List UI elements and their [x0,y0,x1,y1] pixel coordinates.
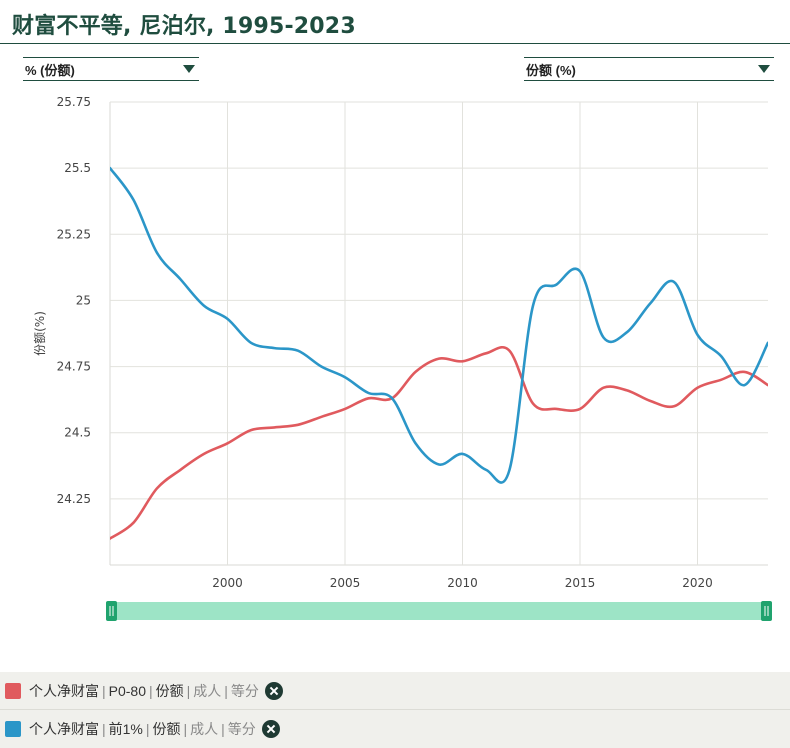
legend-separator: | [221,721,225,737]
y-tick-label: 25.75 [57,95,91,109]
chevron-down-icon [758,65,770,73]
legend-separator: | [102,682,106,699]
legend-part-metric: 个人净财富 [29,682,99,699]
page-title: 财富不平等, 尼泊尔, 1995-2023 [12,14,356,39]
legend-item[interactable]: 个人净财富 | 前1% | 份额 | 成人 | 等分 [0,710,790,748]
x-tick-label: 2010 [447,576,478,590]
legend-separator: | [149,682,153,699]
legend-part-metric: 个人净财富 [29,721,99,737]
x-tick-label: 2005 [330,576,361,590]
x-tick-label: 2020 [682,576,713,590]
y-tick-label: 24.75 [57,360,91,374]
legend-part-split: 等分 [227,721,256,737]
legend-separator: | [183,721,188,737]
legend-separator: | [224,682,228,699]
legend-item[interactable]: 个人净财富 | P0-80 | 份额 | 成人 | 等分 [0,672,790,710]
legend-swatch [5,721,21,737]
unit-selector-label: % (份额) [25,62,75,78]
indicator-selector[interactable]: 份额 (%) [524,57,774,81]
close-icon[interactable] [261,720,280,738]
y-tick-label: 24.5 [64,426,91,440]
legend-part-measure: 份额 [152,721,181,737]
range-slider-end-handle[interactable] [761,601,772,621]
chevron-down-icon [183,65,195,73]
unit-selector[interactable]: % (份额) [23,57,199,81]
y-tick-label: 25.25 [57,227,91,241]
legend-part-group: 前1% [108,721,143,737]
legend-separator: | [102,721,106,737]
title-divider [0,43,790,44]
legend-part-measure: 份额 [155,682,184,699]
indicator-selector-label: 份额 (%) [526,62,576,78]
y-tick-label: 24.25 [57,492,91,506]
legend-separator: | [145,721,150,737]
series-line-2 [110,166,768,484]
close-icon[interactable] [264,681,283,700]
legend-part-population: 成人 [193,682,222,699]
line-chart: 24.25 24.5 24.75 25 25.25 25.5 25.75 2000 2005 20… [33,95,772,621]
range-slider-start-handle[interactable] [106,601,117,621]
legend-part-group: P0-80 [108,682,146,699]
y-tick-label: 25 [76,293,91,307]
x-tick-label: 2015 [565,576,596,590]
y-tick-label: 25.5 [64,161,91,175]
legend-part-population: 成人 [190,721,219,737]
series-line-1 [110,346,768,540]
legend-separator: | [186,682,191,699]
legend-part-split: 等分 [230,682,259,699]
x-tick-label: 2000 [212,576,243,590]
legend-swatch [5,682,21,699]
range-slider-track [106,602,772,620]
y-axis-label: 份额(%) [33,311,47,356]
